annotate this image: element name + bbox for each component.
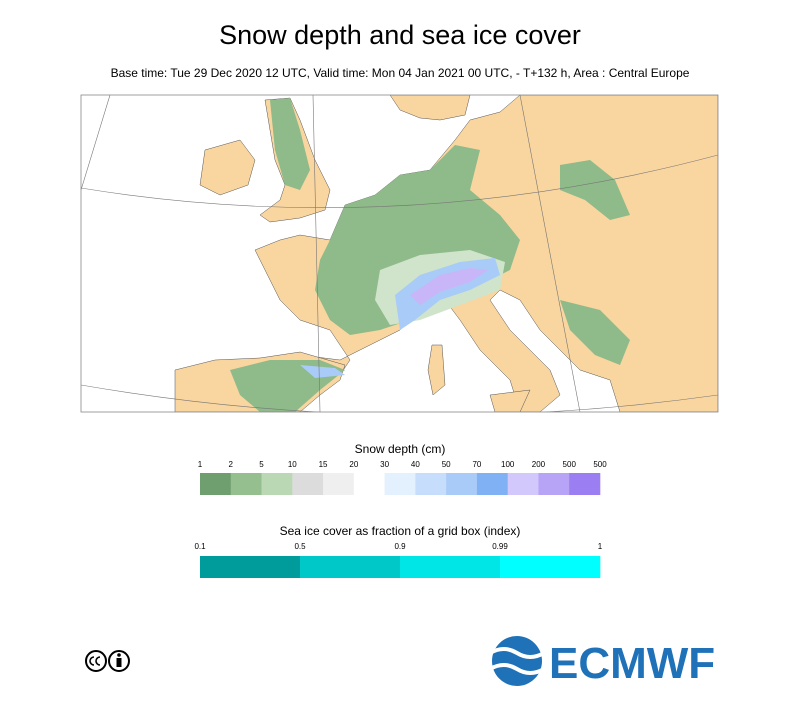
legend-swatch — [353, 473, 385, 495]
legend-tick-label: 500 — [563, 460, 577, 469]
snow-low — [560, 160, 630, 220]
title: Snow depth and sea ice cover — [219, 20, 581, 50]
legend-swatch — [446, 473, 478, 495]
legend-tick-label: 2 — [229, 460, 234, 469]
legend-swatch — [261, 473, 293, 495]
legend-tick-label: 40 — [411, 460, 420, 469]
legend-swatch — [400, 556, 501, 578]
legend-swatch — [476, 473, 508, 495]
legend-swatch — [300, 556, 401, 578]
legend-tick-label: 500 — [593, 460, 607, 469]
legend-swatch — [200, 473, 232, 495]
land — [427, 344, 446, 396]
snow-legend-title: Snow depth (cm) — [355, 442, 446, 456]
legend-swatch — [384, 473, 416, 495]
legend-tick-label: 0.9 — [394, 542, 406, 551]
legend-tick-label: 0.99 — [492, 542, 508, 551]
legend-swatch — [500, 556, 601, 578]
snow-deepest — [410, 268, 488, 305]
map — [81, 95, 718, 412]
snow-legend: 1 2 5 10 15 20 30 40 50 70 100 200 500 500 — [198, 460, 607, 495]
legend-swatch — [200, 556, 301, 578]
legend-swatch — [569, 473, 601, 495]
legend-swatch — [507, 473, 539, 495]
cc-icon — [85, 650, 130, 672]
legend-tick-label: 0.1 — [194, 542, 206, 551]
legend-tick-label: 0.5 — [294, 542, 306, 551]
subtitle: Base time: Tue 29 Dec 2020 12 UTC, Valid… — [111, 66, 690, 80]
map-frame — [80, 94, 719, 413]
legend-tick-label: 15 — [319, 460, 328, 469]
snow-low — [270, 98, 310, 190]
legend-tick-label: 70 — [472, 460, 481, 469]
land — [489, 389, 531, 412]
snow-low — [560, 300, 630, 365]
land — [389, 95, 471, 121]
legend-swatch — [323, 473, 355, 495]
legend-tick-label: 50 — [442, 460, 451, 469]
land — [199, 139, 256, 196]
ecmwf-logo: ECMWF — [489, 636, 715, 688]
legend-swatch — [538, 473, 570, 495]
legend-tick-label: 200 — [532, 460, 546, 469]
legend-tick-label: 1 — [598, 542, 603, 551]
legend-swatch — [230, 473, 262, 495]
legend-tick-label: 100 — [501, 460, 515, 469]
logo-text: ECMWF — [549, 639, 715, 688]
snow-deep — [300, 365, 345, 378]
legend-tick-label: 10 — [288, 460, 297, 469]
ice-legend-title: Sea ice cover as fraction of a grid box … — [280, 524, 521, 538]
legend-swatch — [415, 473, 447, 495]
legend-tick-label: 1 — [198, 460, 203, 469]
ice-legend: 0.1 0.5 0.9 0.99 1 — [194, 542, 603, 578]
legend-swatch — [292, 473, 324, 495]
legend-tick-label: 30 — [380, 460, 389, 469]
legend-tick-label: 5 — [259, 460, 264, 469]
legend-tick-label: 20 — [349, 460, 358, 469]
